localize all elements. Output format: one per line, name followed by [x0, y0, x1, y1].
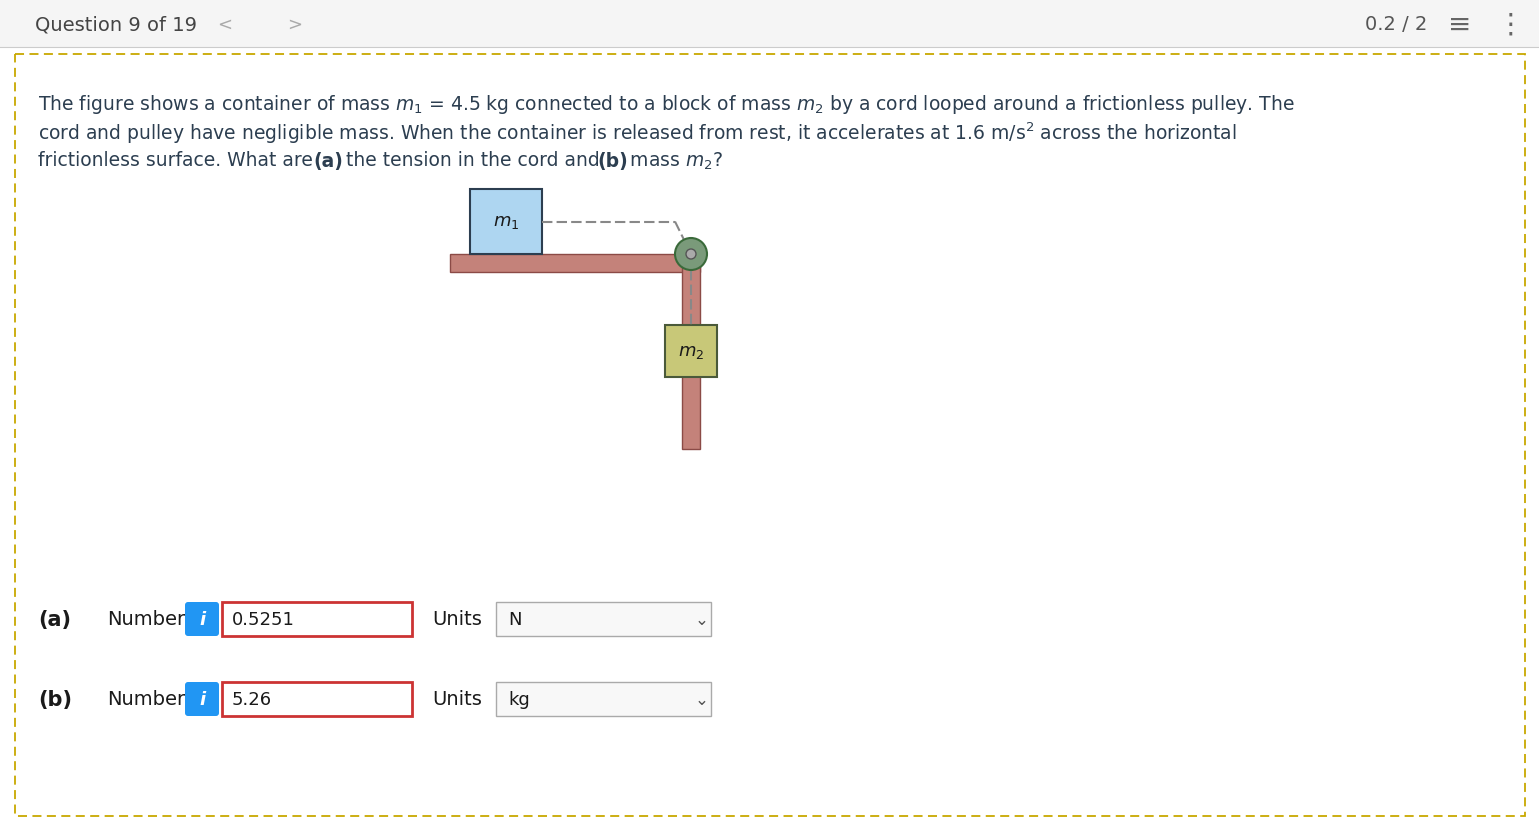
Text: N: N	[508, 610, 522, 629]
Circle shape	[686, 250, 696, 260]
Text: Number: Number	[108, 690, 185, 709]
Circle shape	[676, 239, 706, 270]
Text: (a): (a)	[312, 151, 343, 170]
Text: >: >	[288, 16, 303, 34]
Bar	[449, 255, 700, 273]
Text: Question 9 of 19: Question 9 of 19	[35, 16, 197, 35]
Text: 5.26: 5.26	[232, 691, 272, 708]
Text: The figure shows a container of mass $m_1$ = 4.5 kg connected to a block of mass: The figure shows a container of mass $m_…	[38, 93, 1294, 117]
Text: ⌄: ⌄	[696, 691, 709, 708]
Text: i: i	[199, 691, 205, 708]
Bar	[665, 326, 717, 378]
Text: Units: Units	[432, 690, 482, 709]
Text: ⌄: ⌄	[696, 610, 709, 629]
Text: cord and pulley have negligible mass. When the container is released from rest, : cord and pulley have negligible mass. Wh…	[38, 120, 1237, 146]
Text: i: i	[199, 610, 205, 629]
Text: frictionless surface. What are: frictionless surface. What are	[38, 151, 319, 170]
Text: ≡: ≡	[1448, 11, 1471, 39]
Text: (b): (b)	[38, 689, 72, 709]
Text: ⋮: ⋮	[1496, 11, 1524, 39]
Text: $m_2$: $m_2$	[677, 342, 705, 361]
Text: 0.2 / 2: 0.2 / 2	[1365, 16, 1427, 35]
Text: 0.5251: 0.5251	[232, 610, 295, 629]
FancyBboxPatch shape	[185, 682, 219, 716]
Text: kg: kg	[508, 691, 529, 708]
Bar	[682, 255, 700, 449]
Text: the tension in the cord and: the tension in the cord and	[340, 151, 606, 170]
Bar	[222, 682, 412, 716]
Bar	[222, 602, 412, 636]
Bar	[496, 602, 711, 636]
Text: $m_1$: $m_1$	[492, 213, 519, 232]
FancyBboxPatch shape	[185, 602, 219, 636]
Text: <: <	[217, 16, 232, 34]
Text: Number: Number	[108, 609, 185, 629]
Text: (b): (b)	[597, 151, 628, 170]
Text: (a): (a)	[38, 609, 71, 629]
Text: Units: Units	[432, 609, 482, 629]
Text: mass $m_2$?: mass $m_2$?	[623, 151, 723, 171]
Bar	[469, 189, 542, 255]
Bar	[0, 0, 1539, 48]
Bar	[496, 682, 711, 716]
